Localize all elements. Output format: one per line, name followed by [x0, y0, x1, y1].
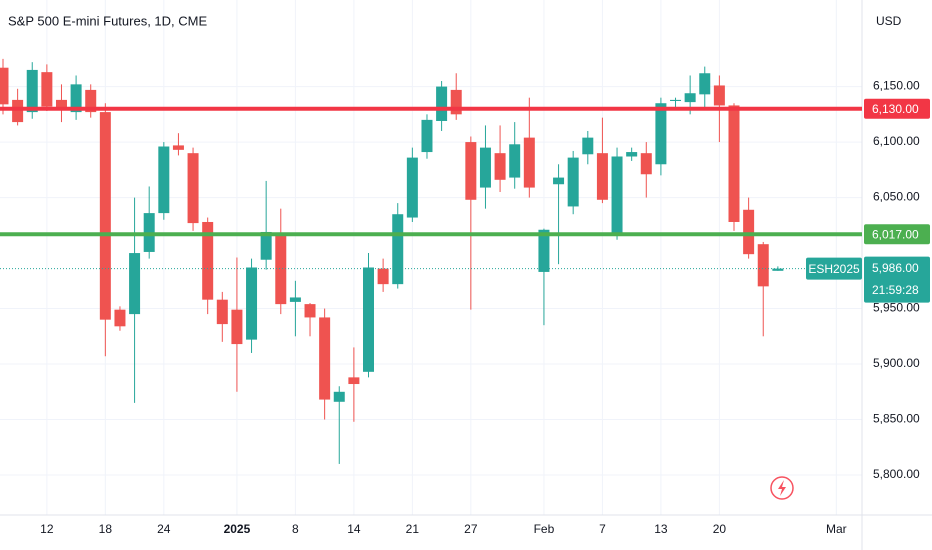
y-tick-label: 6,100.00 [873, 134, 920, 148]
candle-body [348, 377, 360, 385]
x-tick-label: 27 [464, 522, 478, 536]
candle-body [772, 268, 784, 271]
symbol-box [806, 257, 862, 280]
candle-body [260, 231, 272, 260]
price-label-box [864, 256, 930, 303]
x-tick-label: 20 [713, 522, 727, 536]
candle-body [523, 137, 535, 188]
candle-body [684, 93, 696, 103]
candle-body [567, 157, 579, 207]
candle-body [275, 233, 287, 305]
candle-body [450, 89, 462, 115]
price-label-box [864, 224, 930, 245]
x-tick-label: 24 [157, 522, 171, 536]
x-tick-label: 12 [40, 522, 54, 536]
candle-body [713, 85, 725, 106]
flash-icon[interactable] [770, 476, 794, 500]
candle-body [158, 146, 170, 214]
candle-body [0, 67, 9, 105]
x-tick-label: 8 [292, 522, 299, 536]
candle-body [553, 177, 565, 185]
x-tick-label: Feb [534, 522, 555, 536]
candle-body [333, 391, 345, 402]
candle-body [26, 69, 38, 113]
countdown: 21:59:28 [872, 283, 919, 297]
candle-body [582, 137, 594, 155]
candle-body [216, 299, 228, 325]
candle-body [640, 153, 652, 175]
candle-body [70, 84, 82, 113]
price-label: 6,017.00 [872, 227, 919, 241]
candle-body [172, 145, 184, 150]
candle-body [231, 309, 243, 345]
candle-body [319, 317, 331, 400]
candle-body [538, 229, 550, 272]
candle-body [406, 157, 418, 218]
x-tick-label: 18 [99, 522, 113, 536]
candle-body [494, 153, 506, 180]
candle-body [85, 89, 97, 113]
y-tick-label: 5,900.00 [873, 356, 920, 370]
candle-body [41, 72, 53, 107]
price-label-box [864, 98, 930, 119]
candle-body [509, 144, 521, 178]
candle-body [699, 73, 711, 95]
candle-body [304, 304, 316, 318]
candle-body [363, 267, 374, 372]
candle-body [436, 86, 448, 121]
candle-body [12, 99, 24, 123]
candle-body [202, 221, 214, 300]
x-tick-label: 14 [347, 522, 361, 536]
candle-body [757, 244, 769, 287]
candle-body [743, 209, 755, 255]
candle-body [670, 99, 682, 102]
symbol-label: ESH2025 [808, 262, 860, 276]
candle-body [626, 152, 638, 157]
x-tick-label: 7 [599, 522, 606, 536]
x-tick-label: 13 [654, 522, 668, 536]
candle-body [655, 103, 667, 165]
candle-body [187, 153, 199, 224]
candle-body [377, 268, 389, 285]
y-tick-label: 5,850.00 [873, 412, 920, 426]
candle-body [114, 309, 126, 327]
candle-body [479, 147, 491, 188]
y-tick-label: 5,950.00 [873, 301, 920, 315]
x-tick-label: Mar [826, 522, 847, 536]
candle-body [596, 153, 608, 200]
candle-body [611, 156, 623, 235]
candle-body [99, 112, 111, 320]
x-tick-label: 2025 [224, 522, 251, 536]
price-label: 6,130.00 [872, 102, 919, 116]
chart-title: S&P 500 E-mini Futures, 1D, CME [8, 13, 207, 28]
y-tick-label: 5,800.00 [873, 467, 920, 481]
price-label: 5,986.00 [872, 261, 919, 275]
y-tick-label: 6,050.00 [873, 190, 920, 204]
candle-body [246, 267, 258, 340]
candle-body [465, 142, 477, 200]
candle-body [392, 214, 404, 285]
candle-body [129, 253, 141, 315]
candle-body [421, 119, 433, 153]
candle-body [728, 105, 740, 222]
currency[interactable]: USD [876, 14, 902, 28]
x-tick-label: 21 [406, 522, 420, 536]
y-tick-label: 6,150.00 [873, 79, 920, 93]
candle-body [289, 297, 301, 302]
candle-body [55, 99, 67, 110]
